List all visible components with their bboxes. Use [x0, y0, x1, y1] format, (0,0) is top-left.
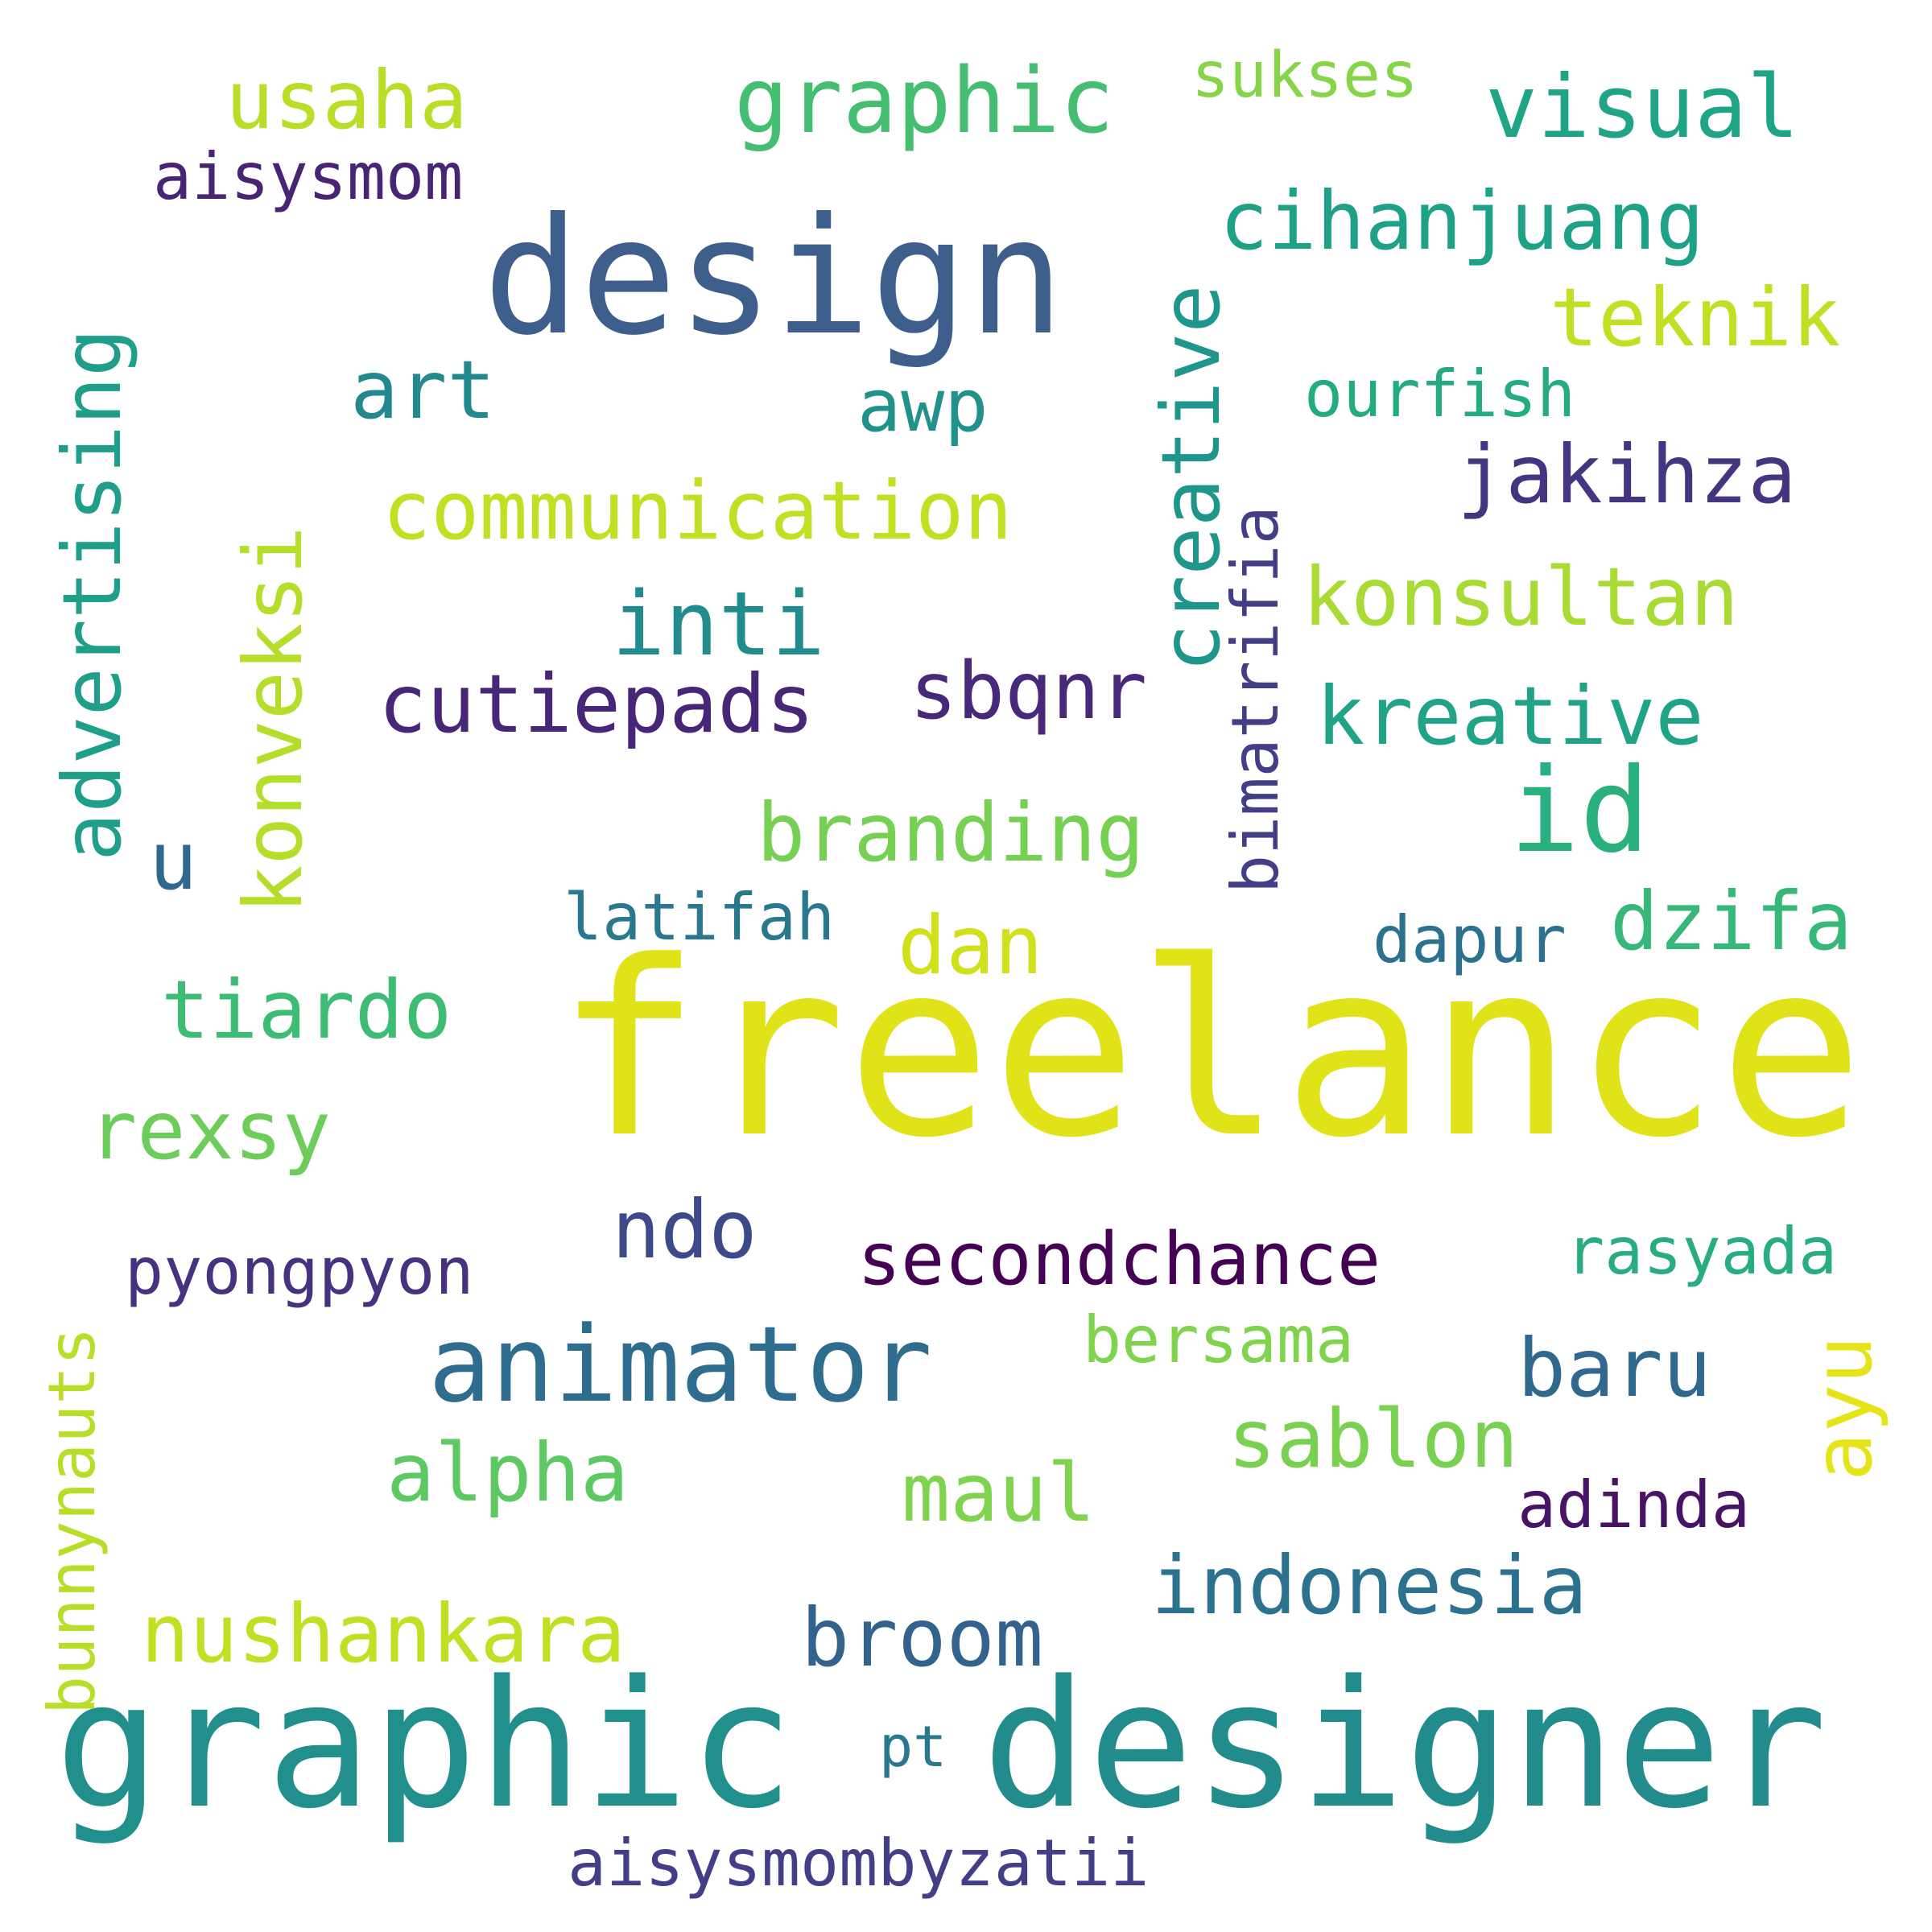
word-bimatrifia: bimatrifia	[1218, 506, 1293, 894]
word-maul: maul	[902, 1446, 1096, 1540]
word-dan: dan	[898, 898, 1043, 993]
word-communication: communication	[382, 464, 1013, 558]
word-usaha: usaha	[225, 53, 469, 147]
word-sablon: sablon	[1228, 1392, 1519, 1486]
word-freelance: freelance	[555, 910, 1864, 1191]
word-designer: designer	[982, 1644, 1827, 1847]
word-indonesia: indonesia	[1151, 1538, 1587, 1633]
word-teknik: teknik	[1550, 270, 1841, 365]
word-dapur: dapur	[1373, 902, 1567, 977]
word-id: id	[1509, 743, 1650, 879]
word-cutiepads: cutiepads	[378, 657, 815, 751]
word-kreative: kreative	[1316, 669, 1704, 763]
word-latifah: latifah	[564, 880, 836, 955]
word-ourfish: ourfish	[1304, 357, 1576, 431]
word-broom: broom	[801, 1591, 1044, 1685]
word-secondchance: secondchance	[857, 1217, 1381, 1302]
word-konveksi: konveksi	[226, 526, 320, 914]
word-art: art	[350, 343, 496, 437]
word-inti: inti	[612, 572, 825, 675]
word-dzifa: dzifa	[1610, 874, 1853, 968]
word-awp: awp	[857, 364, 989, 448]
word-rasyada: rasyada	[1566, 1214, 1838, 1289]
word-alpha: alpha	[386, 1426, 630, 1520]
word-graphic-large: graphic	[55, 1644, 795, 1847]
word-ndo: ndo	[612, 1183, 758, 1277]
word-visual: visual	[1485, 57, 1800, 158]
word-graphic-small: graphic	[734, 49, 1115, 154]
word-rexsy: rexsy	[89, 1084, 332, 1178]
word-ayu: ayu	[1796, 1335, 1890, 1481]
word-sbqnr: sbqnr	[910, 646, 1148, 737]
word-aisysmombyzatii: aisysmombyzatii	[568, 1826, 1150, 1901]
word-bunnynauts: bunnynauts	[35, 1327, 109, 1715]
word-u: u	[149, 814, 198, 908]
word-animator: animator	[428, 1303, 933, 1426]
word-tiardo: tiardo	[161, 963, 452, 1057]
word-design: design	[483, 184, 1065, 371]
word-baru: baru	[1517, 1321, 1711, 1415]
word-adinda: adinda	[1517, 1468, 1750, 1542]
word-konsultan: konsultan	[1302, 550, 1739, 644]
word-pt: pt	[879, 1714, 947, 1780]
word-branding: branding	[757, 786, 1145, 880]
word-aisysmom: aisysmom	[153, 139, 464, 214]
word-pyongpyon: pyongpyon	[125, 1234, 474, 1309]
word-cihanjuang: cihanjuang	[1220, 174, 1705, 268]
word-nushankara: nushankara	[141, 1587, 626, 1681]
word-sukses: sukses	[1191, 39, 1418, 112]
word-jakihza: jakihza	[1457, 427, 1797, 522]
word-bersama: bersama	[1083, 1302, 1355, 1377]
word-advertising: advertising	[45, 328, 139, 861]
